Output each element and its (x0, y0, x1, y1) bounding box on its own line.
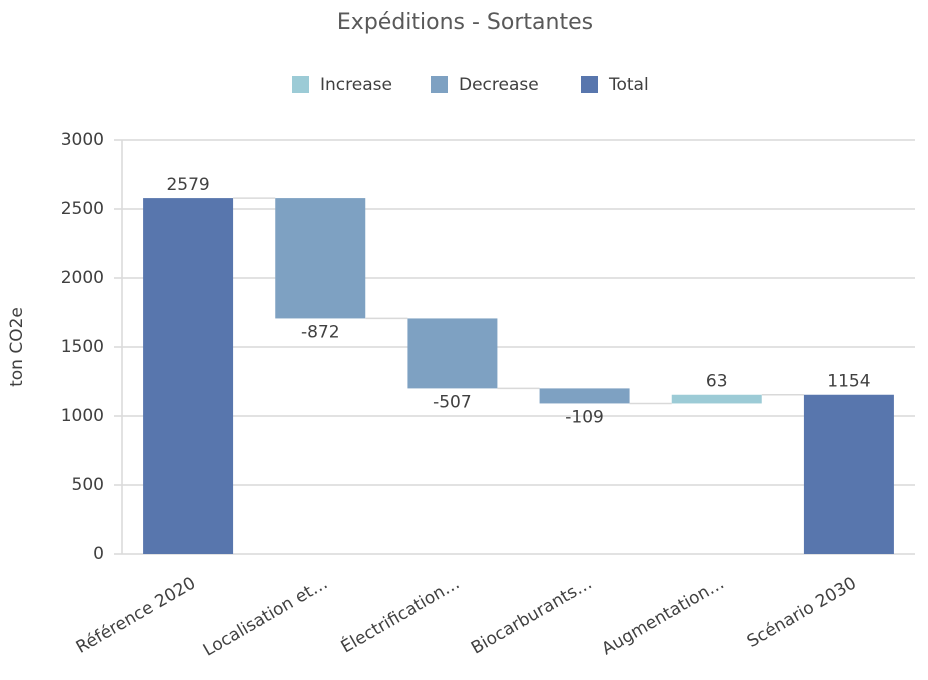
legend-swatch (292, 76, 309, 93)
y-tick-label: 500 (72, 475, 104, 495)
bar (275, 198, 366, 319)
bar (143, 198, 234, 554)
y-axis-title: ton CO2e (7, 307, 27, 387)
x-tick-label: Augmentation… (599, 573, 728, 659)
x-tick-label: Scénario 2030 (744, 573, 860, 652)
bar (407, 318, 498, 389)
data-label: 2579 (166, 175, 209, 195)
legend-label: Decrease (459, 75, 539, 95)
y-tick-label: 3000 (61, 130, 104, 150)
bar (803, 394, 894, 554)
x-tick-label: Biocarburants… (468, 573, 596, 658)
y-tick-label: 1500 (61, 337, 104, 357)
y-tick-label: 1000 (61, 406, 104, 426)
data-label: 1154 (827, 372, 870, 392)
legend-label: Increase (320, 75, 392, 95)
legend-swatch (581, 76, 598, 93)
x-tick-label: Référence 2020 (73, 573, 199, 657)
data-label: -109 (565, 407, 604, 427)
x-tick-label: Électrification… (337, 572, 464, 658)
data-label: 63 (706, 372, 728, 392)
data-label: -872 (301, 322, 340, 342)
y-tick-label: 2000 (61, 268, 104, 288)
x-tick-label: Localisation et… (200, 573, 331, 660)
legend-label: Total (608, 75, 649, 95)
legend-swatch (431, 76, 448, 93)
chart-title: Expéditions - Sortantes (337, 10, 593, 35)
bar (539, 388, 630, 404)
data-label: -507 (433, 392, 472, 412)
bar (671, 394, 762, 404)
y-tick-label: 2500 (61, 199, 104, 219)
y-tick-label: 0 (93, 544, 104, 564)
